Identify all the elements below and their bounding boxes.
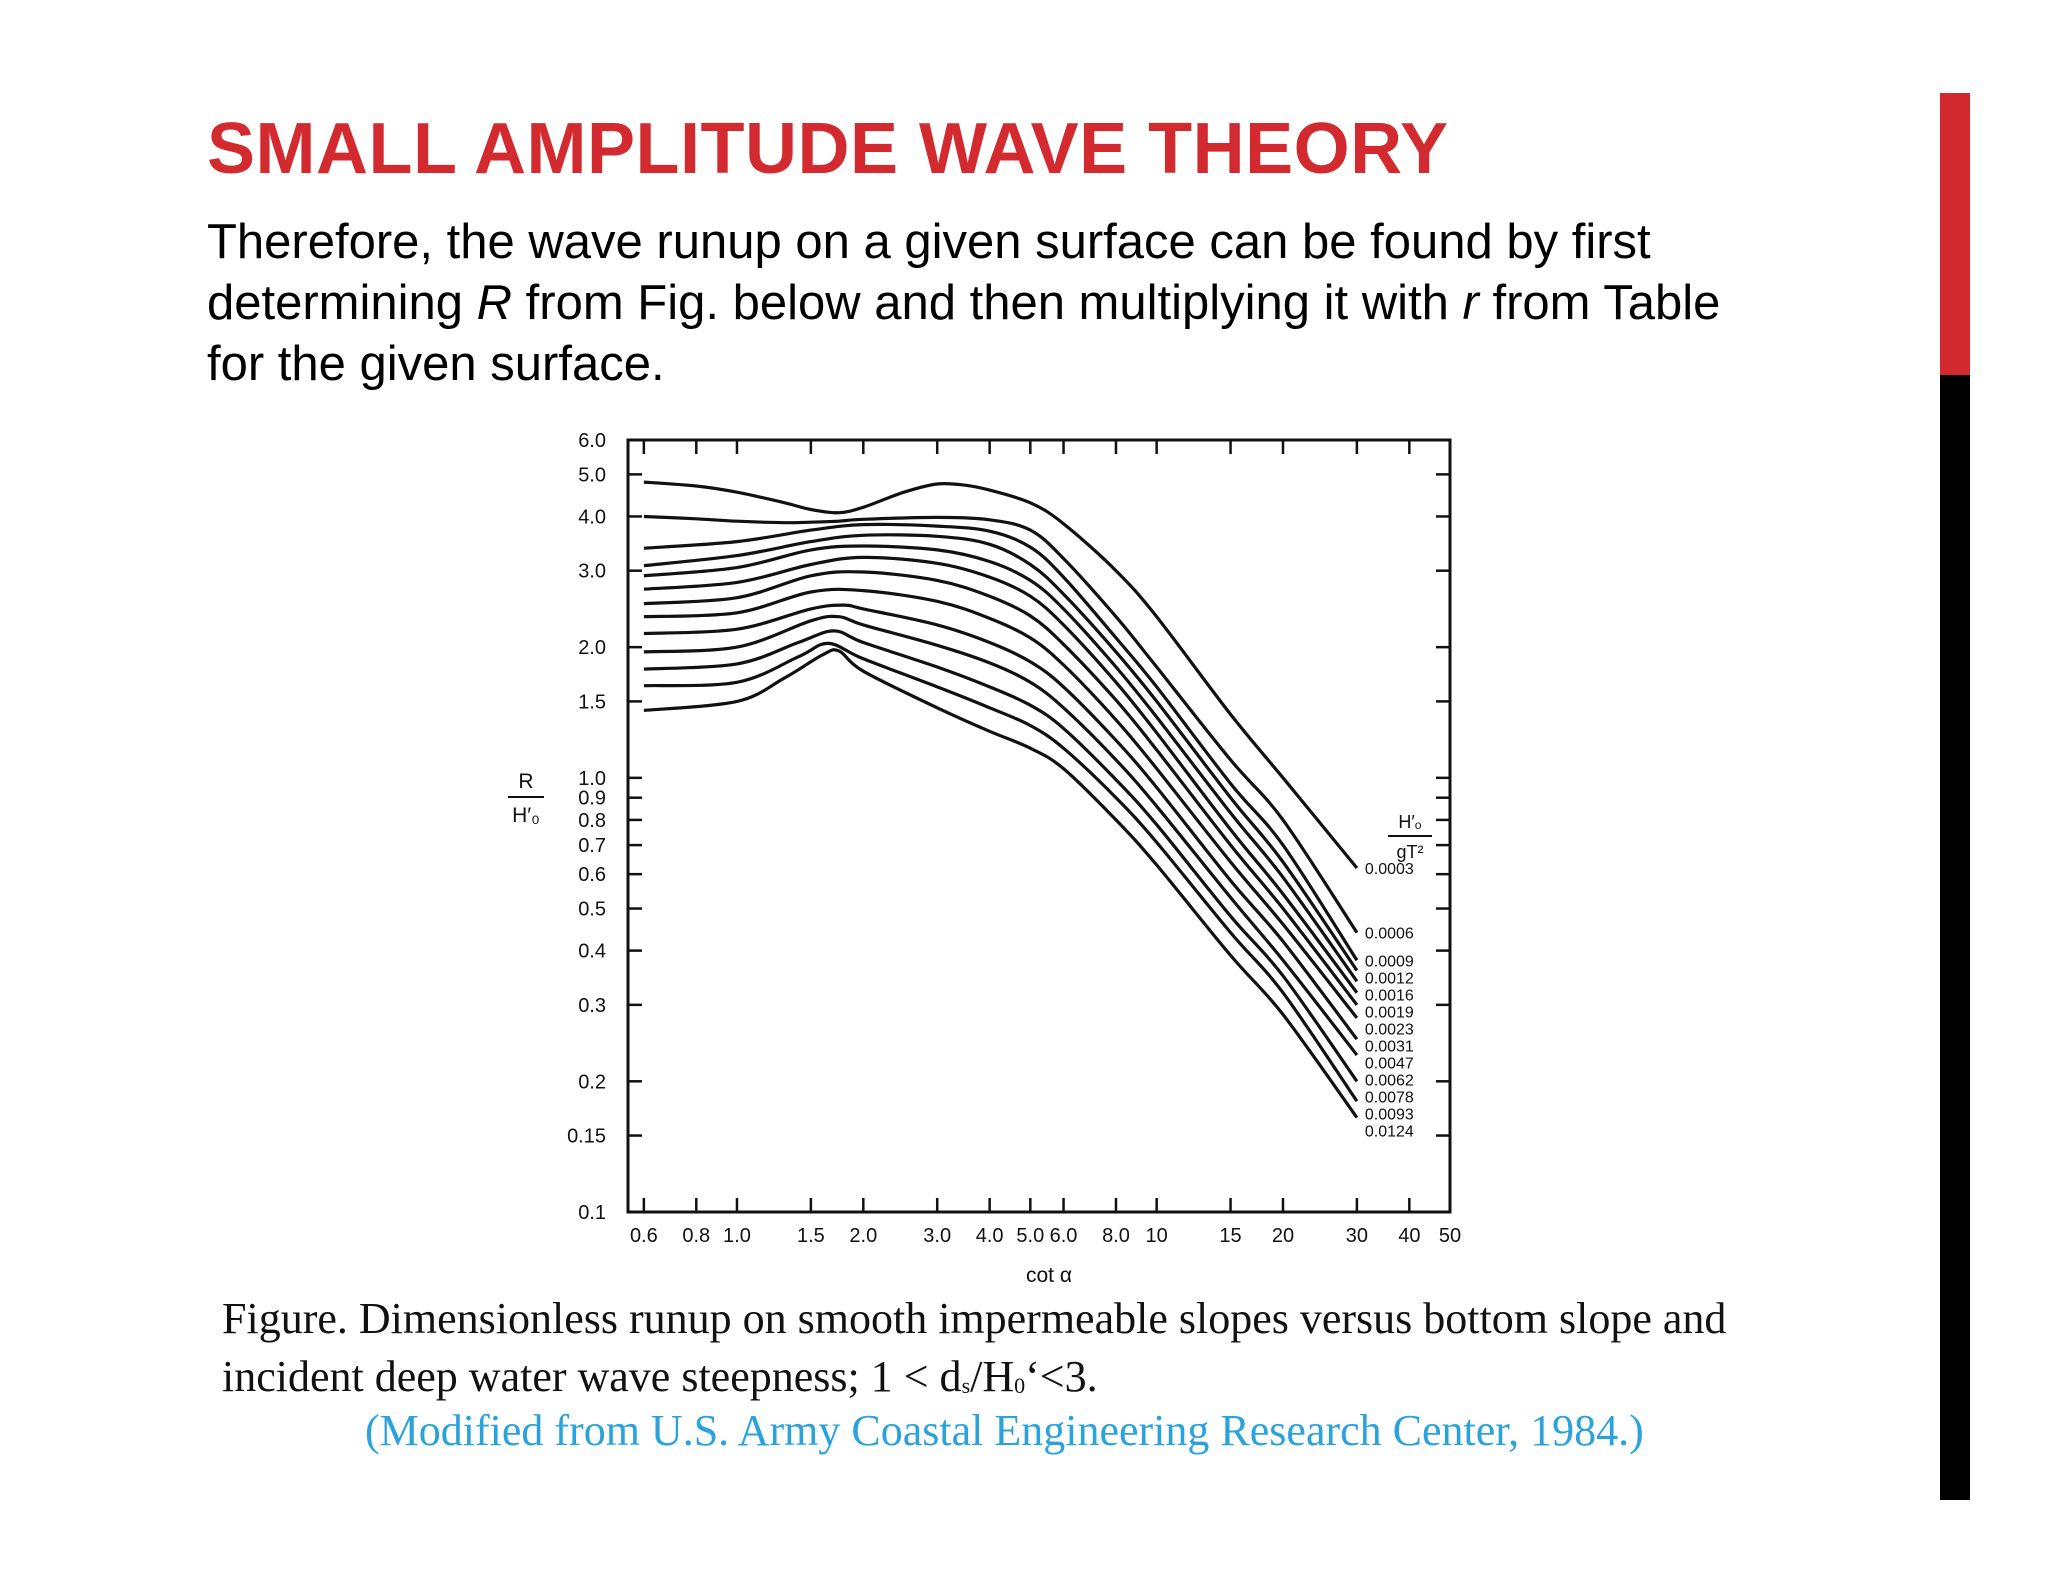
x-tick-label: 6.0	[1050, 1225, 1078, 1247]
y-tick-label: 5.0	[578, 464, 606, 486]
intro-line-2-c: from Table	[1478, 276, 1721, 330]
series-line-0.0047	[643, 603, 1359, 1041]
caption-line-2: incident deep water wave steepness; 1 < …	[222, 1348, 1902, 1415]
legend-title-denominator: gT²	[1397, 842, 1424, 862]
x-tick-label: 10	[1146, 1225, 1168, 1247]
series-line-0.0019	[643, 555, 1359, 994]
y-tick-label: 0.1	[578, 1202, 606, 1224]
x-tick-label: 20	[1272, 1225, 1294, 1247]
x-tick-label: 1.0	[723, 1225, 751, 1247]
y-tick-label: 0.2	[578, 1071, 606, 1093]
slide-title: SMALL AMPLITUDE WAVE THEORY	[207, 109, 1449, 189]
x-tick-label: 40	[1398, 1225, 1420, 1247]
x-tick-label: 0.8	[682, 1225, 710, 1247]
x-tick-label: 0.6	[630, 1225, 658, 1247]
x-axis-label: cot α	[1026, 1264, 1072, 1287]
y-axis-label-denominator: H′₀	[512, 804, 540, 827]
y-tick-label: 0.15	[567, 1126, 606, 1148]
series-line-0.0012	[643, 533, 1359, 972]
side-accent-bar-red	[1940, 93, 1970, 375]
series-line-0.0031	[643, 587, 1359, 1019]
series-line-0.0023	[643, 570, 1359, 1006]
x-tick-label: 15	[1219, 1225, 1241, 1247]
series-line-0.0009	[643, 522, 1359, 962]
x-tick-label: 2.0	[849, 1225, 877, 1247]
y-tick-label: 1.0	[578, 768, 606, 790]
series-label-0.0012: 0.0012	[1365, 970, 1414, 987]
caption-line-2-a: incident deep water wave steepness; 1 < …	[222, 1352, 962, 1401]
caption-sub-s: s	[961, 1373, 971, 1398]
intro-paragraph: Therefore, the wave runup on a given sur…	[207, 212, 1907, 395]
x-tick-label: 50	[1439, 1225, 1461, 1247]
series-label-0.0023: 0.0023	[1365, 1021, 1414, 1038]
series-label-0.0078: 0.0078	[1365, 1089, 1414, 1106]
plot-frame	[626, 438, 1452, 1214]
y-tick-label: 0.5	[578, 899, 606, 921]
y-tick-label: 0.4	[578, 941, 606, 963]
y-tick-label: 6.0	[578, 430, 606, 452]
y-tick-label: 2.0	[578, 637, 606, 659]
x-tick-label: 5.0	[1016, 1225, 1044, 1247]
series-label-0.0019: 0.0019	[1365, 1004, 1414, 1021]
series-line-0.0006	[643, 514, 1359, 934]
series-label-0.0006: 0.0006	[1365, 926, 1414, 943]
y-tick-label: 0.3	[578, 995, 606, 1017]
y-tick-label: 3.0	[578, 561, 606, 583]
y-tick-label: 0.6	[578, 864, 606, 886]
series-label-0.0009: 0.0009	[1365, 953, 1414, 970]
y-axis-label-numerator: R	[518, 770, 533, 793]
caption-sub-0: 0	[1014, 1373, 1026, 1398]
intro-line-3: for the given surface.	[207, 337, 665, 391]
series-line-0.0093	[643, 641, 1359, 1103]
series-line-0.0124	[643, 648, 1359, 1119]
series-label-0.0093: 0.0093	[1365, 1106, 1414, 1123]
caption-line-2-b: /H	[970, 1352, 1015, 1401]
series-label-0.0124: 0.0124	[1365, 1123, 1414, 1140]
series-label-0.0062: 0.0062	[1365, 1072, 1414, 1089]
series-label-0.0047: 0.0047	[1365, 1055, 1414, 1072]
caption-line-1: Figure. Dimensionless runup on smooth im…	[222, 1294, 1727, 1343]
y-tick-label: 1.5	[578, 691, 606, 713]
intro-symbol-R: R	[476, 276, 513, 330]
y-tick-label: 0.7	[578, 835, 606, 857]
series-line-0.0078	[643, 629, 1359, 1083]
series-line-0.0016	[643, 544, 1359, 983]
figure-caption: Figure. Dimensionless runup on smooth im…	[222, 1290, 1902, 1415]
x-tick-label: 30	[1346, 1225, 1368, 1247]
x-tick-label: 1.5	[797, 1225, 825, 1247]
series-line-0.0003	[643, 480, 1359, 870]
side-accent-bar-black	[1940, 375, 1970, 1500]
figure-source: (Modified from U.S. Army Coastal Enginee…	[365, 1406, 1644, 1455]
legend-title-numerator: H′ₒ	[1398, 812, 1421, 832]
series-line-0.0062	[643, 614, 1359, 1056]
caption-line-2-c: ‘<3.	[1025, 1352, 1098, 1401]
y-tick-label: 0.9	[578, 788, 606, 810]
x-tick-label: 3.0	[923, 1225, 951, 1247]
intro-symbol-r: r	[1462, 276, 1479, 330]
series-label-0.0003: 0.0003	[1365, 861, 1414, 878]
series-label-0.0031: 0.0031	[1365, 1038, 1414, 1055]
x-tick-label: 4.0	[976, 1225, 1004, 1247]
intro-line-2-b: from Fig. below and then multiplying it …	[512, 276, 1463, 330]
runup-chart: 0.6 0.8 1.0 1.5 2.0 3.0 4.0 5.0 6.0 8.0 10 15 20 30 40…	[508, 430, 1461, 1287]
intro-line-2-a: determining	[207, 276, 477, 330]
x-tick-label: 8.0	[1102, 1225, 1130, 1247]
y-tick-label: 0.8	[578, 810, 606, 832]
intro-line-1: Therefore, the wave runup on a given sur…	[207, 215, 1651, 269]
intro-line-2: determining R from Fig. below and then m…	[207, 273, 1907, 334]
series-label-0.0016: 0.0016	[1365, 987, 1414, 1004]
y-tick-label: 4.0	[578, 506, 606, 528]
